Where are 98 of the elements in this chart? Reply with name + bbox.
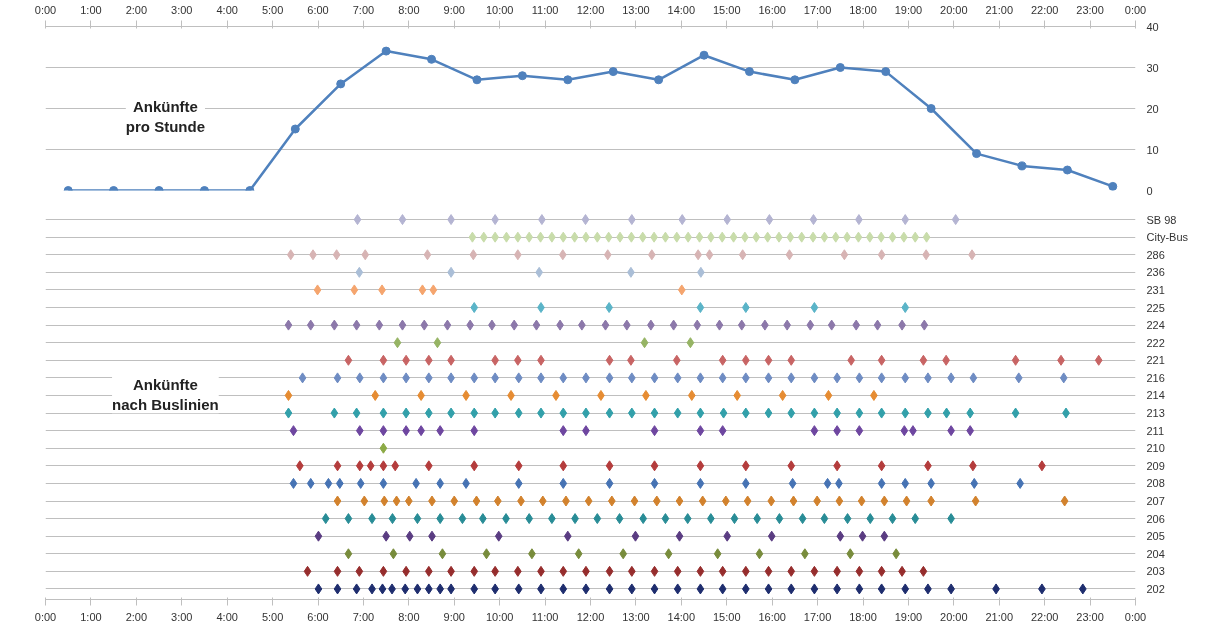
- point: [744, 67, 754, 77]
- x-tick-label: 20:00: [940, 610, 968, 623]
- y-tick-label: 202: [1146, 582, 1165, 595]
- x-tick-label: 13:00: [622, 610, 650, 623]
- x-tick-label: 0:00: [1124, 610, 1147, 623]
- x-tick-label: 11:00: [531, 610, 559, 623]
- x-tick-label: 5:00: [261, 3, 284, 16]
- x-tick-label: 12:00: [576, 3, 605, 16]
- y-tick-label: 213: [1146, 407, 1165, 420]
- x-tick-label: 16:00: [758, 3, 786, 16]
- x-tick-label: 0:00: [34, 3, 57, 16]
- point: [926, 104, 936, 113]
- y-tick-label: 207: [1146, 495, 1165, 507]
- x-tick-label: 14:00: [667, 610, 696, 623]
- x-tick-label: 15:00: [712, 3, 741, 16]
- y-tick-label: 0: [1146, 184, 1153, 197]
- x-tick-label: 8:00: [398, 3, 420, 16]
- y-tick-label: 225: [1146, 301, 1165, 314]
- x-tick-label: 13:00: [622, 3, 650, 16]
- x-tick-label: 17:00: [803, 610, 832, 623]
- x-tick-label: 10:00: [485, 3, 514, 16]
- y-tick-label: 216: [1146, 371, 1165, 384]
- y-tick-label: 203: [1146, 565, 1165, 578]
- x-tick-label: 0:00: [34, 610, 57, 623]
- y-tick-label: 224: [1146, 319, 1165, 332]
- point: [563, 75, 573, 85]
- x-tick-label: 19:00: [894, 610, 923, 623]
- y-tick-label: 214: [1146, 389, 1165, 402]
- x-tick-label: 17:00: [803, 3, 832, 16]
- point: [608, 67, 618, 77]
- x-tick-label: 6:00: [307, 3, 329, 16]
- y-tick-label: City-Bus: [1146, 231, 1189, 244]
- x-tick-label: 19:00: [894, 3, 923, 16]
- x-tick-label: 14:00: [667, 3, 696, 16]
- y-tick-label: 209: [1146, 459, 1165, 472]
- x-tick-label: 9:00: [443, 3, 465, 16]
- x-tick-label: 0:00: [1124, 3, 1147, 16]
- x-tick-label: 18:00: [849, 610, 877, 623]
- x-tick-label: 3:00: [171, 610, 193, 623]
- y-tick-label: 222: [1146, 336, 1165, 349]
- x-tick-label: 8:00: [398, 610, 420, 623]
- x-tick-label: 15:00: [712, 610, 741, 623]
- annotation: Ankünfte pro Stunde: [125, 98, 205, 136]
- point: [427, 54, 437, 64]
- annotation: Ankünfte nach Buslinien: [112, 375, 219, 414]
- point: [790, 75, 800, 85]
- point: [336, 79, 346, 89]
- point: [1108, 181, 1118, 191]
- x-tick-label: 10:00: [485, 610, 514, 623]
- point: [699, 50, 709, 60]
- y-tick-label: 210: [1146, 442, 1165, 455]
- y-tick-label: 236: [1146, 266, 1165, 279]
- point: [972, 149, 982, 159]
- x-tick-label: 23:00: [1076, 3, 1104, 16]
- point: [1017, 161, 1027, 171]
- y-tick-label: 211: [1146, 424, 1165, 437]
- x-tick-label: 3:00: [171, 3, 193, 16]
- y-tick-label: 286: [1146, 248, 1165, 261]
- point: [381, 46, 391, 56]
- point: [472, 75, 482, 85]
- point: [517, 71, 527, 81]
- x-tick-label: 7:00: [352, 3, 375, 16]
- y-tick-label: 206: [1146, 512, 1165, 525]
- x-tick-label: 21:00: [985, 610, 1014, 623]
- x-tick-label: 20:00: [940, 3, 968, 16]
- x-tick-label: 23:00: [1076, 610, 1104, 623]
- y-tick-label: 40: [1146, 20, 1159, 33]
- y-tick-label: 20: [1146, 102, 1159, 115]
- x-tick-label: 4:00: [216, 3, 238, 16]
- y-tick-label: 10: [1146, 143, 1159, 156]
- x-tick-label: 11:00: [531, 3, 559, 16]
- point: [881, 67, 891, 77]
- x-tick-label: 2:00: [125, 3, 148, 16]
- y-tick-label: 204: [1146, 547, 1165, 560]
- x-tick-label: 1:00: [80, 610, 102, 623]
- x-tick-label: 18:00: [849, 3, 877, 16]
- y-tick-label: SB 98: [1146, 213, 1177, 226]
- x-tick-label: 2:00: [125, 610, 148, 623]
- x-tick-label: 21:00: [985, 3, 1014, 16]
- point: [835, 63, 845, 72]
- x-tick-label: 9:00: [443, 610, 465, 623]
- y-tick-label: 221: [1146, 354, 1165, 367]
- x-tick-label: 5:00: [261, 610, 284, 623]
- y-tick-label: 30: [1146, 61, 1159, 74]
- y-tick-label: 231: [1146, 283, 1165, 296]
- x-tick-label: 4:00: [216, 610, 238, 623]
- x-tick-label: 6:00: [307, 610, 329, 623]
- point: [290, 124, 300, 134]
- point: [1062, 165, 1072, 175]
- x-tick-label: 1:00: [80, 3, 102, 16]
- y-tick-label: 208: [1146, 477, 1165, 490]
- x-tick-label: 22:00: [1030, 3, 1059, 16]
- x-tick-label: 16:00: [758, 610, 786, 623]
- y-tick-label: 205: [1146, 530, 1165, 543]
- x-tick-label: 12:00: [576, 610, 605, 623]
- x-tick-label: 7:00: [352, 610, 375, 623]
- x-tick-label: 22:00: [1030, 610, 1059, 623]
- point: [654, 75, 664, 85]
